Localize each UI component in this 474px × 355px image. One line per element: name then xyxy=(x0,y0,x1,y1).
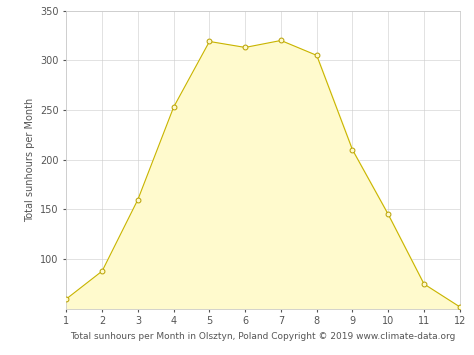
Y-axis label: Total sunhours per Month: Total sunhours per Month xyxy=(25,98,35,222)
X-axis label: Total sunhours per Month in Olsztyn, Poland Copyright © 2019 www.climate-data.or: Total sunhours per Month in Olsztyn, Pol… xyxy=(70,332,456,341)
